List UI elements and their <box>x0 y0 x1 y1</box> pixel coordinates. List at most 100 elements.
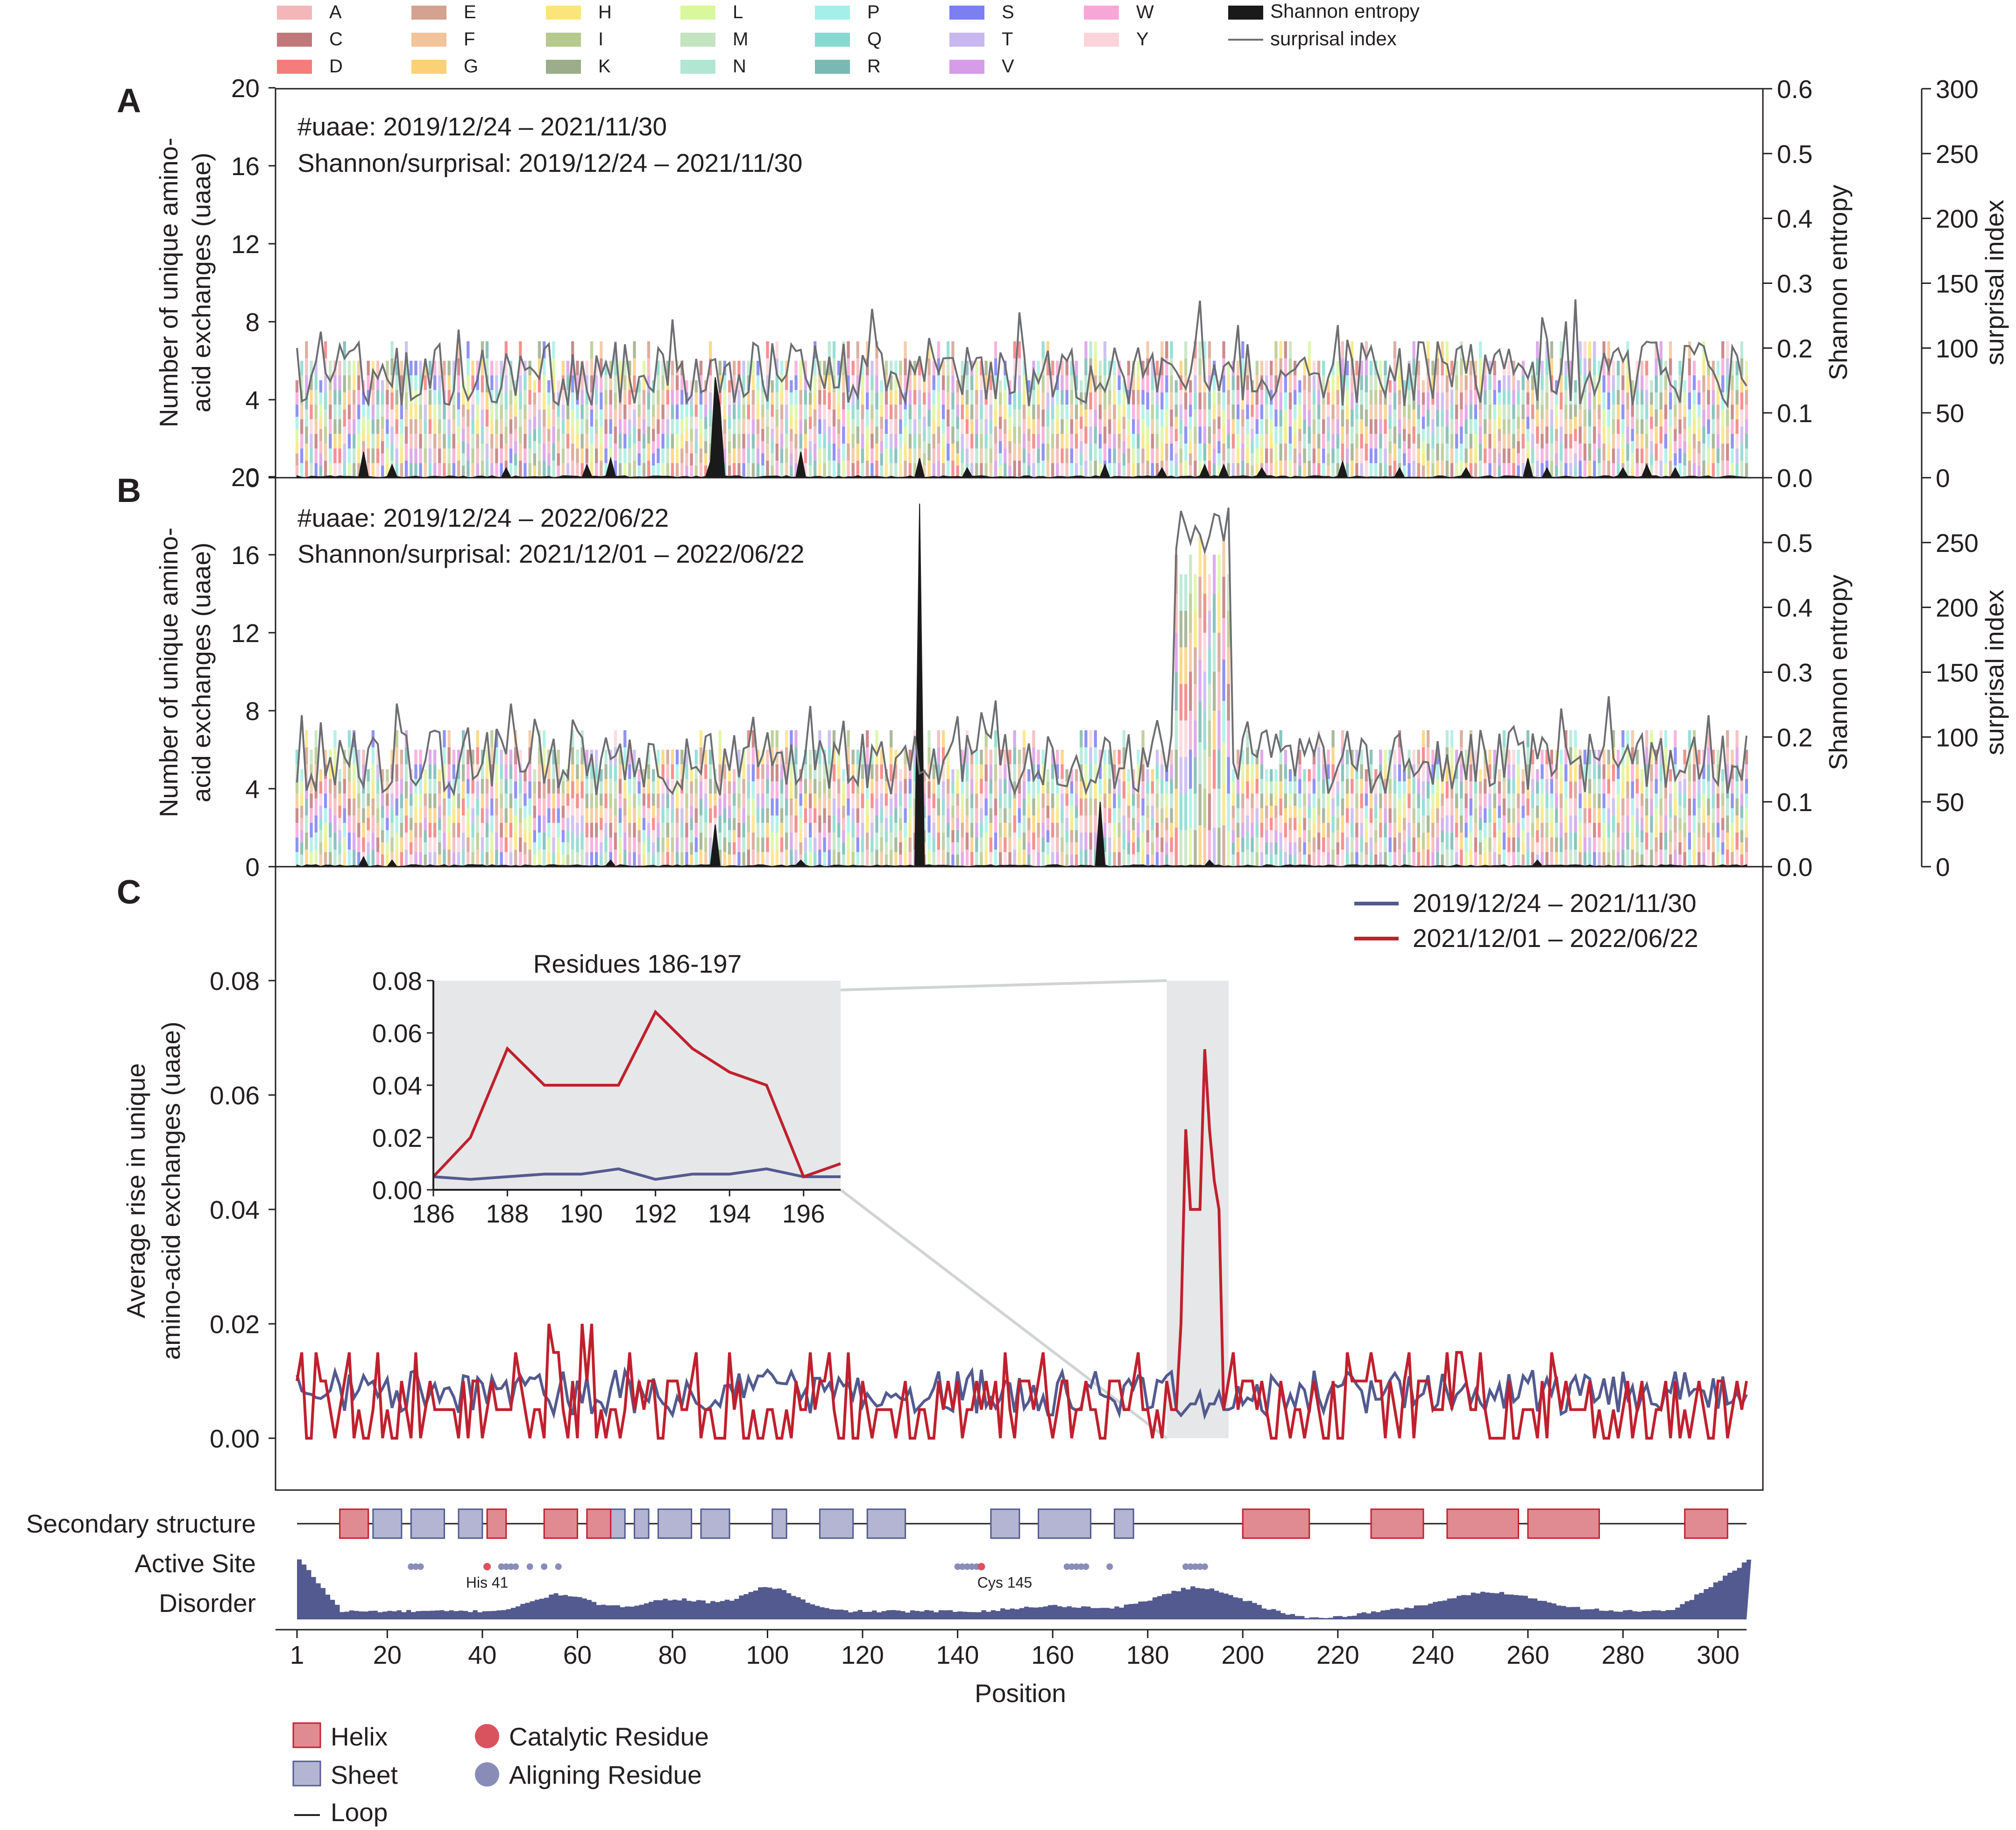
b-bar-segment <box>1127 830 1131 842</box>
b-bar-segment <box>1041 852 1045 867</box>
b-bar-segment <box>1046 805 1050 818</box>
a-bar-segment <box>324 341 327 359</box>
b-bar-segment <box>1493 852 1496 867</box>
b-bar-segment <box>557 793 560 808</box>
a-bar-segment <box>457 392 460 410</box>
b-bar-segment <box>794 832 798 850</box>
a-bar-segment <box>1369 419 1373 434</box>
a-bar-segment <box>866 375 869 393</box>
b-bar-segment <box>1222 784 1225 826</box>
a-bar-segment <box>1612 375 1615 390</box>
b-bar-segment <box>642 781 646 794</box>
a-bar-segment <box>433 448 437 463</box>
b-bar-segment <box>884 854 888 867</box>
a-bar-segment <box>1265 434 1268 449</box>
b-bar-segment <box>490 798 494 816</box>
a-bar-segment <box>1650 417 1653 429</box>
b-bar-segment <box>367 830 370 842</box>
a-bar-segment <box>951 426 955 444</box>
a-bar-segment <box>1635 375 1639 390</box>
b-bar-segment <box>1094 815 1097 833</box>
a-bar-segment <box>443 404 446 419</box>
b-bar-segment <box>699 781 703 798</box>
a-bar-segment <box>1141 463 1145 478</box>
b-bar-segment <box>1246 747 1249 764</box>
a-bar-segment <box>1341 426 1344 444</box>
a-bar-segment <box>386 463 389 478</box>
a-bar-segment <box>1208 426 1211 444</box>
b-bar-segment <box>1298 764 1302 779</box>
a-bar-segment <box>414 448 417 463</box>
a-bar-segment <box>1574 429 1577 441</box>
b-bar-segment <box>428 793 432 808</box>
b-bar-segment <box>1507 779 1511 794</box>
a-bar-segment <box>1445 460 1449 478</box>
b-bar-segment <box>552 808 555 823</box>
b-bar-segment <box>1674 730 1677 748</box>
a-bar-segment <box>519 392 522 410</box>
a-bar-segment <box>1683 429 1686 441</box>
b-bar-segment <box>652 805 655 818</box>
b-bar-segment <box>1726 747 1729 764</box>
b-bar-segment <box>1365 769 1368 782</box>
b-bar-segment <box>490 764 494 782</box>
a-bar-segment <box>1474 448 1478 463</box>
b-bar-segment <box>1165 793 1168 806</box>
b-bar-segment <box>875 798 878 816</box>
b-bar-segment <box>989 852 992 867</box>
a-bar-segment <box>1379 434 1382 449</box>
a-bar-segment <box>751 448 755 463</box>
a-bar-segment <box>832 409 836 427</box>
a-bar-segment <box>1578 358 1582 375</box>
a-bar-segment <box>367 360 370 375</box>
b-bar-segment <box>1118 837 1121 852</box>
b-bar-segment <box>647 837 651 852</box>
b-bar-segment <box>333 832 337 850</box>
b-bar-segment <box>519 779 522 794</box>
a-bar-segment <box>1659 375 1662 393</box>
b-bar-segment <box>600 769 603 782</box>
b-bar-segment <box>1469 781 1472 798</box>
b-bar-segment <box>314 798 318 816</box>
b-bar-segment <box>785 815 788 833</box>
b-bar-segment <box>699 815 703 833</box>
b-bar-segment <box>1284 823 1287 838</box>
a-bar-segment <box>1236 390 1240 405</box>
b-bar-segment <box>1027 842 1031 855</box>
panel-a-shannon-area <box>297 377 1747 479</box>
b-bar-segment <box>1051 823 1054 838</box>
a-bar-segment <box>381 417 384 429</box>
a-bar-segment <box>519 426 522 444</box>
a-bar-segment <box>851 419 855 434</box>
b-bar-segment <box>576 764 579 779</box>
a-bar-segment <box>1531 390 1535 405</box>
a-bar-segment <box>718 390 722 405</box>
a-bar-segment <box>1474 390 1478 405</box>
b-bar-segment <box>751 781 755 798</box>
b-bar-segment <box>1745 823 1748 838</box>
a-bar-segment <box>476 463 479 478</box>
b-bar-segment <box>1408 764 1411 779</box>
a-bar-segment <box>533 417 536 429</box>
a-bar-segment <box>371 434 375 449</box>
a-bar-segment <box>813 426 817 444</box>
a-bar-segment <box>1037 434 1040 449</box>
a-bar-segment <box>1037 448 1040 463</box>
a-bar-segment <box>333 448 337 463</box>
a-bar-segment <box>837 434 841 449</box>
a-bar-segment <box>637 441 641 453</box>
b-bar-segment <box>1184 757 1188 794</box>
b-bar-segment <box>704 808 707 823</box>
a-bar-segment <box>751 360 755 375</box>
a-bar-segment <box>1061 375 1064 390</box>
b-bar-segment <box>1669 793 1672 806</box>
a-bar-segment <box>1113 404 1116 419</box>
b-bar-segment <box>1374 769 1378 782</box>
a-bar-segment <box>1331 390 1335 405</box>
b-bar-segment <box>1146 854 1149 867</box>
a-bar-segment <box>338 404 341 419</box>
a-bar-segment <box>305 443 308 461</box>
b-bar-segment <box>723 793 727 808</box>
b-bar-segment <box>600 781 603 794</box>
b-bar-segment <box>861 852 864 867</box>
